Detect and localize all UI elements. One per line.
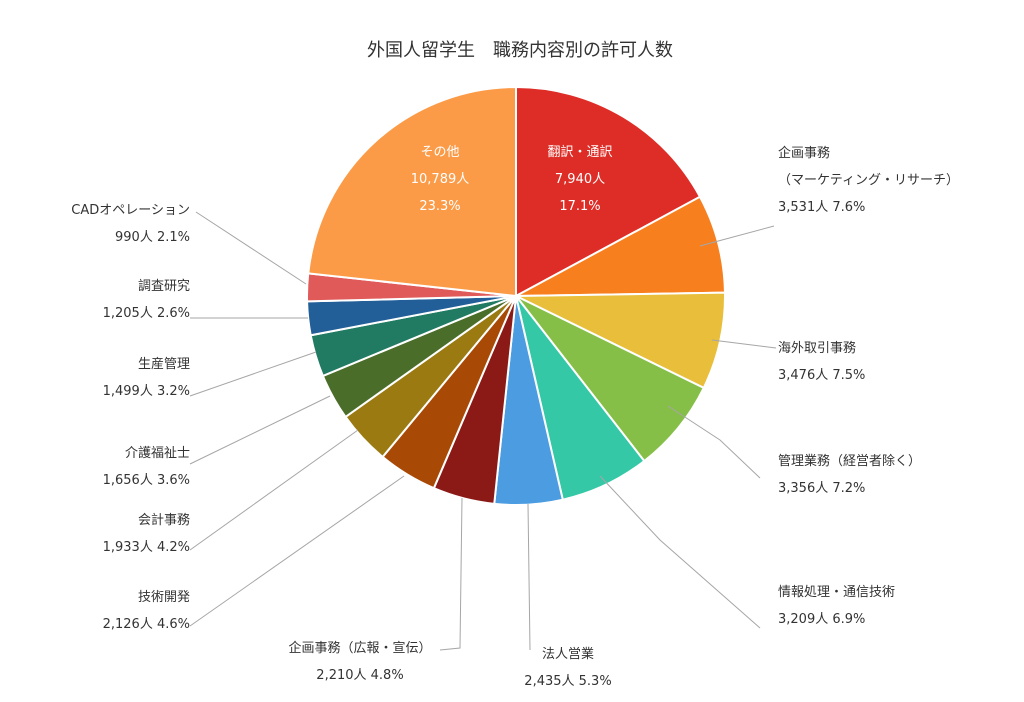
slice-label: 海外取引事務 3,476人 7.5% [778, 341, 865, 383]
leader-line [189, 429, 359, 551]
pie-slice [515, 291, 726, 390]
slice-label: CADオペレーション 990人 2.1% [71, 203, 190, 245]
slice-label: 調査研究 1,205人 2.6% [103, 279, 190, 321]
chart-title: 外国人留学生 職務内容別の許可人数 [367, 40, 673, 61]
leader-line [439, 497, 463, 651]
leader-line [189, 475, 405, 627]
pie-slice [515, 195, 726, 297]
leader-line [699, 225, 775, 247]
leader-line [195, 211, 307, 285]
leader-line [527, 503, 531, 651]
slice-label: 企画事務（マーケティング・リサーチ） 3,531人 7.6% [778, 145, 959, 215]
leader-line [189, 351, 317, 397]
leader-line [711, 339, 777, 349]
slice-label: 翻訳・通訳 7,940人 17.1% [547, 145, 612, 214]
slice-label: 法人営業 2,435人 5.3% [524, 646, 611, 689]
slice-label: 情報処理・通信技術 3,209人 6.9% [778, 585, 895, 627]
leader-line [667, 405, 761, 479]
slice-label: 介護福祉士 1,656人 3.6% [103, 445, 190, 488]
leader-line [599, 475, 761, 629]
slice-label: 企画事務（広報・宣伝） 2,210人 4.8% [288, 640, 431, 683]
pie-slice [515, 85, 702, 298]
slice-label: 管理業務（経営者除く） 3,356人 7.2% [778, 453, 921, 496]
leader-lines [189, 211, 777, 651]
slice-label: その他 10,789人 23.3% [411, 145, 470, 214]
slice-label: 生産管理 1,499人 3.2% [103, 356, 190, 399]
leader-line [189, 395, 331, 465]
slice-labels: 翻訳・通訳 7,940人 17.1% 企画事務（マーケティング・リサーチ） 3,531人… [71, 145, 959, 689]
slice-label: 会計事務 1,933人 4.2% [103, 512, 190, 555]
pie-slices [306, 85, 726, 506]
slice-label: 技術開発 2,126人 4.6% [103, 590, 190, 632]
pie-slice [307, 85, 517, 298]
